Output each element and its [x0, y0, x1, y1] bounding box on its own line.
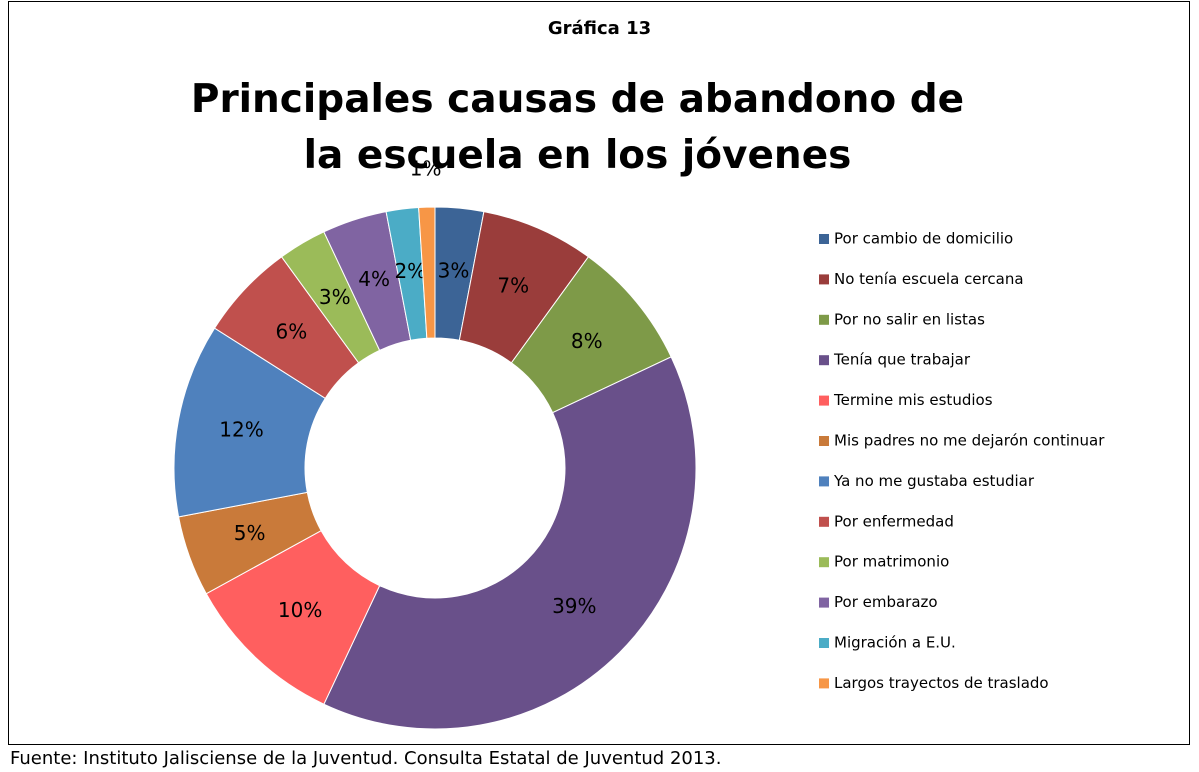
legend-swatch — [819, 476, 829, 487]
legend-swatch — [819, 597, 829, 608]
legend-swatch — [819, 274, 829, 285]
legend-label: Por matrimonio — [834, 553, 949, 571]
legend-label: Ya no me gustaba estudiar — [833, 472, 1035, 490]
data-label: 3% — [438, 258, 470, 282]
legend-swatch — [819, 557, 829, 568]
legend-swatch — [819, 678, 829, 689]
data-label: 39% — [552, 594, 596, 618]
donut-slice — [418, 206, 436, 339]
legend-label: Mis padres no me dejarón continuar — [834, 432, 1105, 450]
data-label: 12% — [219, 418, 263, 442]
data-label: 10% — [278, 598, 322, 622]
legend-swatch — [819, 355, 829, 366]
data-label: 1% — [410, 157, 442, 181]
legend-label: Por cambio de domicilio — [834, 230, 1013, 248]
legend-swatch — [819, 516, 829, 527]
legend-swatch — [819, 638, 829, 648]
legend-swatch — [819, 314, 829, 325]
data-label: 2% — [394, 259, 426, 283]
legend-label: Por enfermedad — [834, 512, 954, 530]
data-label: 7% — [497, 274, 529, 298]
legend-label: Por embarazo — [834, 593, 938, 611]
data-label: 6% — [276, 320, 308, 344]
chart-border — [8, 1, 1190, 745]
donut-slice — [323, 356, 697, 730]
legend-swatch — [819, 395, 829, 406]
legend-label: Largos trayectos de traslado — [834, 674, 1049, 692]
legend-label: Termine mis estudios — [833, 391, 993, 409]
legend-swatch — [819, 436, 829, 446]
chart-label: Gráfica 13 — [547, 18, 652, 39]
legend-label: Por no salir en listas — [834, 310, 985, 328]
data-label: 3% — [319, 285, 351, 309]
data-label: 4% — [358, 267, 390, 291]
legend-label: Migración a E.U. — [834, 634, 956, 652]
source-note: Fuente: Instituto Jalisciense de la Juve… — [10, 748, 722, 769]
chart-title: Principales causas de abandono de la esc… — [190, 77, 965, 178]
data-label: 5% — [234, 521, 266, 545]
data-label: 8% — [571, 329, 603, 353]
legend-label: Tenía que trabajar — [833, 351, 971, 369]
legend-label: No tenía escuela cercana — [834, 270, 1024, 288]
legend-swatch — [819, 234, 829, 244]
